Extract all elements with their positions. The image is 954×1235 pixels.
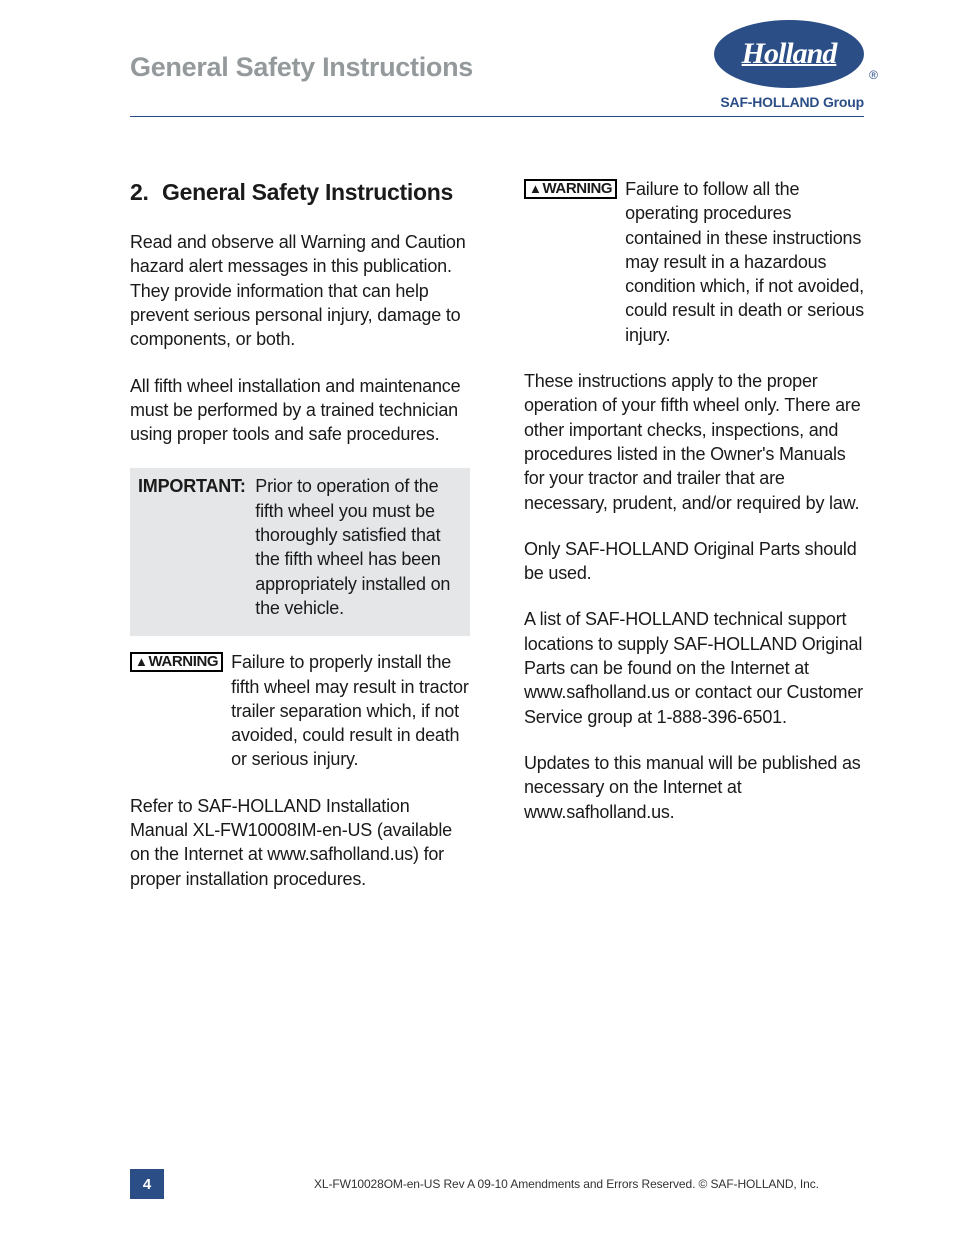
important-text: Prior to operation of the fifth wheel yo… (255, 474, 462, 620)
section-number: 2. (130, 177, 162, 208)
left-column: 2. General Safety Instructions Read and … (130, 177, 470, 913)
brand-logo: Holland ® SAF-HOLLAND Group (714, 20, 864, 110)
warning-callout-left: ▲WARNING Failure to properly install the… (130, 650, 470, 771)
registered-icon: ® (869, 68, 878, 82)
refer-paragraph: Refer to SAF-HOLLAND Installation Manual… (130, 794, 470, 891)
holland-logo-text: Holland (742, 37, 837, 71)
intro-paragraph-1: Read and observe all Warning and Caution… (130, 230, 470, 351)
section-heading: 2. General Safety Instructions (130, 177, 470, 208)
footer-meta: XL-FW10028OM-en-US Rev A 09-10 Amendment… (314, 1177, 819, 1191)
intro-paragraph-2: All fifth wheel installation and mainten… (130, 374, 470, 447)
page-number: 4 (130, 1169, 164, 1199)
section-title: General Safety Instructions (162, 177, 453, 208)
holland-logo-oval: Holland ® (714, 20, 864, 88)
warning-badge: ▲WARNING (130, 652, 223, 672)
support-paragraph: A list of SAF-HOLLAND technical support … (524, 607, 864, 728)
right-column: ▲WARNING Failure to follow all the opera… (524, 177, 864, 913)
content-columns: 2. General Safety Instructions Read and … (130, 177, 864, 913)
warning-text-right: Failure to follow all the operating proc… (625, 177, 864, 347)
header-title: General Safety Instructions (130, 24, 473, 83)
important-callout: IMPORTANT: Prior to operation of the fif… (130, 468, 470, 636)
warning-label: WARNING (148, 652, 218, 672)
updates-paragraph: Updates to this manual will be published… (524, 751, 864, 824)
warning-label: WARNING (542, 179, 612, 199)
brand-subtitle: SAF-HOLLAND Group (714, 94, 864, 110)
warning-triangle-icon: ▲ (135, 653, 147, 671)
warning-triangle-icon: ▲ (529, 180, 541, 198)
page-header: General Safety Instructions Holland ® SA… (130, 24, 864, 117)
warning-text-left: Failure to properly install the fifth wh… (231, 650, 470, 771)
warning-callout-right: ▲WARNING Failure to follow all the opera… (524, 177, 864, 347)
important-label: IMPORTANT: (138, 474, 255, 620)
page-footer: 4 XL-FW10028OM-en-US Rev A 09-10 Amendme… (130, 1169, 864, 1199)
parts-paragraph: Only SAF-HOLLAND Original Parts should b… (524, 537, 864, 586)
scope-paragraph: These instructions apply to the proper o… (524, 369, 864, 515)
warning-badge: ▲WARNING (524, 179, 617, 199)
